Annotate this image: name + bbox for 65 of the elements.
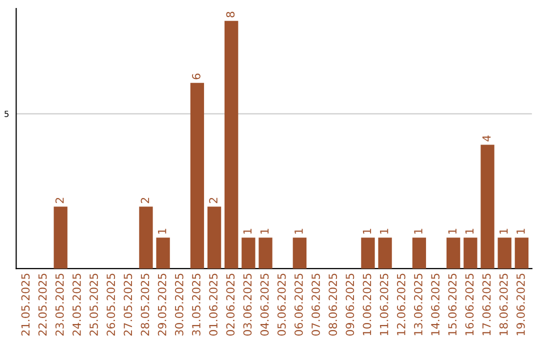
bar: [480, 144, 494, 269]
data-label: 1: [380, 228, 388, 234]
bar: [156, 238, 170, 269]
x-tick-label: 31.05.2025: [192, 274, 200, 336]
data-label: 1: [500, 228, 508, 234]
x-tick-label: 30.05.2025: [174, 274, 184, 336]
data-label: 1: [448, 228, 456, 234]
x-tick-label: 22.05.2025: [38, 274, 47, 336]
bar: [292, 238, 306, 269]
data-label: 8: [226, 12, 235, 18]
x-tick-label: 24.05.2025: [72, 274, 81, 336]
data-label: 4: [482, 136, 491, 142]
data-label: 6: [192, 74, 200, 80]
x-tick-label: 12.06.2025: [396, 274, 406, 336]
x-tick-label: 10.06.2025: [362, 274, 372, 336]
bar: [446, 238, 460, 269]
data-label: 2: [209, 198, 218, 204]
data-label: 1: [243, 228, 252, 234]
data-label: 1: [362, 228, 372, 234]
bar: [224, 20, 238, 269]
data-label: 1: [158, 228, 166, 234]
bar: [139, 206, 153, 269]
x-tick-label: 16.06.2025: [465, 274, 474, 336]
x-tick-label: 27.05.2025: [124, 274, 132, 336]
x-tick-label: 26.05.2025: [106, 274, 116, 336]
x-tick-label: 11.06.2025: [380, 274, 388, 336]
x-tick-label: 06.06.2025: [294, 274, 303, 336]
x-tick-label: 25.05.2025: [90, 274, 98, 336]
x-tick-label: 21.05.2025: [21, 274, 30, 336]
bar: [378, 238, 392, 269]
x-tick-label: 28.05.2025: [140, 274, 150, 336]
data-label: 1: [414, 228, 422, 234]
x-tick-label: 09.06.2025: [346, 274, 354, 336]
x-tick-label: 07.06.2025: [312, 274, 320, 336]
bar: [464, 238, 478, 269]
y-tick-label: 5: [4, 110, 9, 118]
x-tick-label: 17.06.2025: [482, 274, 491, 336]
x-tick-label: 02.06.2025: [226, 274, 235, 336]
bar: [361, 238, 375, 269]
bar: [498, 238, 512, 269]
bar: [242, 238, 256, 269]
data-label: 1: [260, 228, 269, 234]
bar: [258, 238, 272, 269]
bar: [412, 238, 426, 269]
bar: [54, 206, 68, 269]
data-label: 2: [140, 198, 150, 204]
x-tick-label: 13.06.2025: [414, 274, 422, 336]
x-tick-label: 01.06.2025: [209, 274, 218, 336]
x-tick-label: 18.06.2025: [499, 274, 508, 336]
x-tick-label: 04.06.2025: [260, 274, 269, 336]
x-tick-label: 15.06.2025: [448, 274, 457, 336]
x-tick-label: 23.05.2025: [55, 274, 64, 336]
x-tick-label: 19.06.2025: [516, 274, 525, 336]
bar: [190, 82, 204, 269]
data-label: 1: [465, 228, 474, 234]
x-tick-label: 14.06.2025: [431, 274, 440, 336]
x-tick-label: 03.06.2025: [243, 274, 252, 336]
x-tick-label: 29.05.2025: [158, 274, 166, 336]
bar: [514, 238, 528, 269]
data-label: 2: [55, 198, 64, 204]
data-label: 1: [294, 228, 303, 234]
data-label: 1: [516, 228, 525, 234]
x-tick-label: 08.06.2025: [328, 274, 338, 336]
x-tick-label: 05.06.2025: [277, 274, 286, 336]
bar: [207, 206, 222, 269]
